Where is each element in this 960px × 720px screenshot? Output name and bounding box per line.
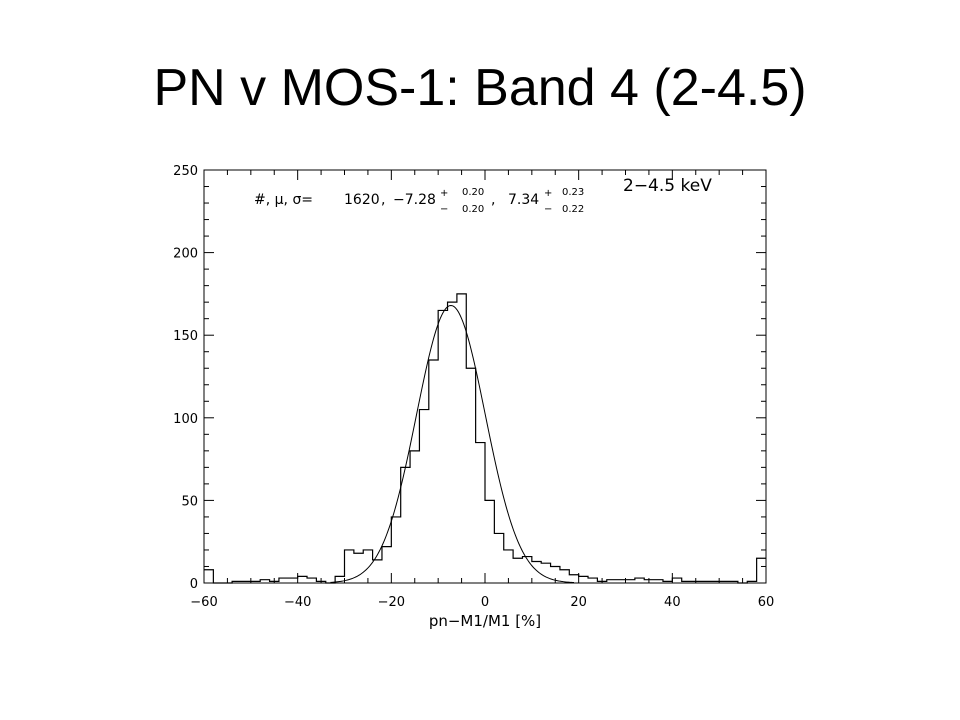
histogram-bin: [429, 360, 438, 583]
y-tick-label: 100: [173, 412, 198, 427]
histogram-bin: [401, 467, 410, 583]
axis-ticks: [203, 169, 767, 584]
y-tick-labels: 0 50 100 150 200 250: [173, 164, 198, 592]
histogram-bin: [373, 560, 382, 583]
stats-sigma-plus: 0.23: [562, 187, 584, 198]
histogram-bin: [419, 410, 428, 583]
stats-comma-2: ,: [491, 192, 495, 208]
histogram-bin: [476, 443, 485, 583]
histogram-bin: [204, 570, 213, 583]
x-tick-label: 60: [758, 595, 775, 610]
stats-mu-minus: 0.20: [462, 204, 484, 215]
histogram-bin: [391, 517, 400, 583]
stats-mu-plus: 0.20: [462, 187, 484, 198]
histogram-bin: [532, 562, 541, 583]
y-tick-label: 50: [181, 494, 198, 509]
histogram-bin: [298, 576, 307, 583]
x-axis-label: pn−M1/M1 [%]: [429, 612, 541, 630]
y-tick-label: 200: [173, 247, 198, 262]
stats-sigma-plus-sign: +: [544, 188, 552, 199]
gaussian-fit-curve: [330, 304, 575, 584]
x-tick-label: −20: [378, 595, 405, 610]
histogram-bin: [569, 575, 578, 583]
y-tick-label: 250: [173, 164, 198, 179]
histogram-bin: [635, 578, 644, 583]
stats-mu: −7.28: [393, 192, 436, 208]
stats-sigma-minus-sign: −: [544, 204, 552, 215]
fit-stats-annotation: #, μ, σ= 1620 , −7.28 + − 0.20 0.20 , 7.…: [254, 187, 584, 215]
x-tick-label: 40: [664, 595, 681, 610]
histogram-bin: [757, 558, 766, 583]
histogram-bin: [541, 563, 550, 583]
histogram-bin: [438, 310, 447, 583]
x-tick-labels: −60 −40 −20 0 20 40 60: [190, 595, 774, 610]
histogram-bin: [579, 576, 588, 583]
histogram-bin: [354, 553, 363, 583]
y-tick-label: 0: [190, 577, 198, 592]
histogram-bin: [288, 578, 297, 583]
histogram-bin: [672, 578, 681, 583]
histogram-bin: [522, 557, 531, 583]
stats-mu-plus-sign: +: [440, 188, 448, 199]
x-tick-label: −60: [190, 595, 217, 610]
histogram-bin: [485, 500, 494, 583]
y-tick-label: 150: [173, 329, 198, 344]
histogram-bin: [457, 294, 466, 583]
x-tick-label: −40: [284, 595, 311, 610]
histogram-bin: [279, 578, 288, 583]
histogram-bin: [448, 302, 457, 583]
histogram-steps: [204, 293, 766, 584]
stats-sigma: 7.34: [508, 192, 539, 208]
histogram-bin: [513, 558, 522, 583]
histogram-bins: [204, 294, 766, 583]
stats-sigma-minus: 0.22: [562, 204, 584, 215]
histogram-bin: [307, 578, 316, 583]
histogram-bin: [410, 451, 419, 583]
x-tick-label: 20: [570, 595, 587, 610]
stats-comma-1: ,: [381, 192, 385, 208]
histogram-bin: [588, 578, 597, 583]
slide-title: PN v MOS-1: Band 4 (2-4.5): [153, 59, 807, 117]
stats-mu-minus-sign: −: [440, 204, 448, 215]
stats-label: #, μ, σ=: [254, 192, 313, 208]
histogram-bin: [466, 368, 475, 583]
histogram-bin: [382, 547, 391, 583]
band-label: 2−4.5 keV: [623, 176, 712, 196]
plot-frame: [203, 169, 767, 584]
stats-n: 1620: [344, 192, 380, 208]
histogram-bin: [494, 533, 503, 583]
x-tick-label: 0: [481, 595, 489, 610]
